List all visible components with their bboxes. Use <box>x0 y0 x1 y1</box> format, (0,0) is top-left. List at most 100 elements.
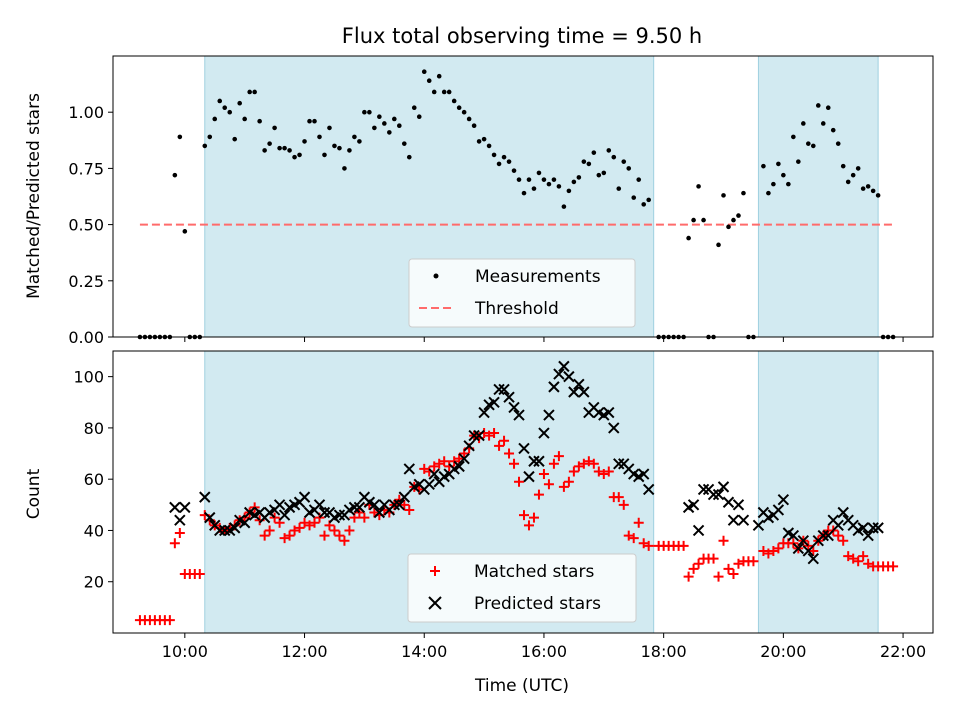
bottom-series-1-point-59 <box>478 406 490 419</box>
bottom-x-tick-label-5: 20:00 <box>760 642 806 661</box>
bottom-series-1-point-58 <box>473 429 485 442</box>
bottom-series-1-point-71 <box>538 427 550 439</box>
bottom-y-tick-label-0: 20 <box>84 573 104 592</box>
bottom-series-1-point-105 <box>752 519 765 532</box>
bottom-series-1-point-101 <box>722 496 735 508</box>
top-series-0-point-35 <box>312 118 317 124</box>
bottom-series-0-point-126 <box>773 543 784 554</box>
bottom-series-0-point-129 <box>788 538 799 549</box>
bottom-series-0-point-77 <box>518 510 529 521</box>
bottom-series-0-point-133 <box>808 545 819 556</box>
bottom-series-1-point-112 <box>787 529 800 542</box>
top-series-0-point-68 <box>476 139 482 144</box>
bottom-series-0-point-87 <box>568 466 579 477</box>
top-series-0-point-49 <box>382 121 387 126</box>
bottom-series-0-point-94 <box>603 466 614 477</box>
bottom-series-0-point-73 <box>499 435 510 446</box>
bottom-series-1-point-129 <box>872 522 884 534</box>
top-y-tick-label-3: 0.75 <box>68 159 104 178</box>
top-series-0-point-139 <box>840 163 846 169</box>
top-series-0-point-17 <box>222 105 228 111</box>
bottom-series-1-point-67 <box>518 442 530 455</box>
top-series-0-point-48 <box>377 114 382 119</box>
bottom-plot-frame <box>112 350 934 634</box>
bottom-series-1-point-69 <box>528 455 540 467</box>
bottom-axes: 20 40 60 80 100 10:00 12:00 14:00 16:00 18:00 20:0… <box>73 350 934 661</box>
top-series-0-point-128 <box>786 181 791 187</box>
top-series-0-point-71 <box>491 152 497 158</box>
top-series-0-point-57 <box>421 69 427 75</box>
top-series-0-point-134 <box>815 103 821 108</box>
bottom-series-0-point-97 <box>618 499 629 510</box>
bottom-series-1-point-38 <box>373 506 386 519</box>
top-series-0-point-102 <box>646 197 651 203</box>
bottom-series-0-point-111 <box>693 558 704 569</box>
top-series-0-point-132 <box>806 141 811 146</box>
bottom-series-1-point-34 <box>353 501 366 514</box>
top-series-0-point-43 <box>352 134 357 140</box>
top-series-0-point-72 <box>496 161 502 167</box>
bottom-series-1-point-33 <box>348 501 361 514</box>
bottom-series-1-point-94 <box>687 499 700 511</box>
top-series-0-point-144 <box>865 184 871 189</box>
top-series-0-point-96 <box>616 186 622 191</box>
bottom-series-1-point-56 <box>463 440 475 452</box>
top-series-0-point-115 <box>716 242 721 248</box>
bottom-series-1-point-49 <box>428 468 440 480</box>
top-series-0-point-18 <box>227 109 233 115</box>
top-legend-label-0: Measurements <box>475 267 601 287</box>
bottom-series-0-point-8 <box>174 528 185 539</box>
top-series-0-point-56 <box>416 114 422 119</box>
bottom-series-0-point-30 <box>284 530 295 541</box>
top-series-0-point-34 <box>307 118 312 124</box>
bottom-series-0-point-149 <box>888 561 899 572</box>
bottom-series-0-point-84 <box>553 451 564 462</box>
bottom-series-0-point-6 <box>164 615 175 626</box>
bottom-series-0-point-78 <box>523 520 534 531</box>
bottom-series-1-point-113 <box>792 542 805 555</box>
bottom-series-1-point-128 <box>867 522 879 534</box>
top-series-0-point-14 <box>207 134 213 140</box>
top-series-0-point-83 <box>551 177 557 182</box>
bottom-series-1-point-98 <box>707 488 720 501</box>
top-series-0-point-21 <box>242 116 247 122</box>
bottom-series-1-point-103 <box>732 499 745 511</box>
bottom-series-1-point-96 <box>697 483 710 496</box>
top-series-0-point-32 <box>297 152 302 158</box>
top-series-0-point-81 <box>541 177 547 182</box>
bottom-y-axis-label: Count <box>24 468 44 519</box>
bottom-series-0-point-61 <box>439 456 450 467</box>
bottom-series-1-point-102 <box>727 514 740 526</box>
bottom-series-1-point-4 <box>204 511 216 524</box>
bottom-series-0-point-75 <box>509 458 520 469</box>
top-series-0-point-47 <box>372 125 377 131</box>
top-series-0-point-13 <box>202 143 208 149</box>
bottom-x-tick-label-4: 18:00 <box>641 642 687 661</box>
top-series-0-point-143 <box>860 186 866 191</box>
bottom-series-0-point-32 <box>294 522 305 533</box>
bottom-series-1-point-68 <box>523 470 535 483</box>
bottom-x-tick-label-1: 12:00 <box>281 642 327 661</box>
bottom-series-1-point-99 <box>712 488 725 501</box>
top-series-0-point-127 <box>781 172 786 178</box>
bottom-series-1-point-100 <box>717 481 730 493</box>
top-series-0-point-26 <box>267 141 272 146</box>
top-series-0-point-30 <box>287 148 292 153</box>
bottom-series-0-point-96 <box>613 492 624 503</box>
top-series-0-point-16 <box>217 98 223 104</box>
top-series-0-point-76 <box>516 177 522 182</box>
top-series-0-point-109 <box>686 235 691 241</box>
top-series-0-point-70 <box>486 143 492 149</box>
bottom-series-1-point-72 <box>543 409 555 421</box>
top-series-0-point-62 <box>446 89 452 95</box>
bottom-series-1-point-11 <box>238 517 251 529</box>
top-legend: Measurements Threshold <box>408 258 636 328</box>
top-series-0-point-137 <box>830 127 836 133</box>
top-y-tick-label-1: 0.25 <box>68 272 104 291</box>
bottom-series-0-point-27 <box>269 512 280 523</box>
bottom-series-0-point-64 <box>454 453 465 464</box>
bottom-x-tick-label-3: 16:00 <box>521 642 567 661</box>
bottom-y-tick-label-4: 100 <box>73 368 104 387</box>
top-y-tick-label-2: 0.50 <box>68 216 104 235</box>
bottom-series-0-point-71 <box>489 428 500 439</box>
